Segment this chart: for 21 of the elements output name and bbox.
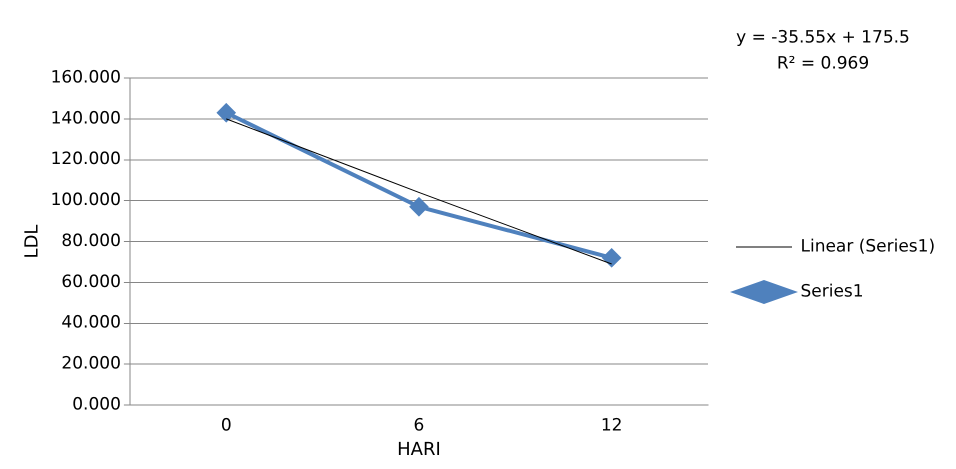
text: R² = 0.969	[776, 53, 870, 74]
y-tick-label: 120.000	[50, 149, 121, 170]
legend-label: Linear (Series1)	[800, 236, 936, 256]
point	[217, 104, 236, 122]
y-tick-label: 40.000	[61, 312, 121, 333]
y-tick-label: 20.000	[61, 354, 121, 374]
x-tick-label: 12	[600, 416, 622, 436]
x-tick-label: 0	[220, 416, 232, 436]
point	[602, 248, 621, 267]
legend-label: Series1	[800, 281, 864, 302]
y-tick-label: 0.000	[72, 394, 121, 414]
y-tick-label: 160.000	[50, 67, 121, 88]
text: y = -35.55x + 175.5	[736, 27, 910, 48]
x-tick-label: 6	[414, 416, 424, 436]
y-tick-label: 100.000	[50, 190, 121, 210]
y-axis-title: LDL	[21, 224, 42, 258]
x-axis-title: HARI	[397, 438, 441, 460]
y-tick-label: 60.000	[61, 272, 121, 292]
y-tick-label: 80.000	[61, 230, 121, 251]
point	[410, 198, 428, 216]
y-tick-label: 140.000	[50, 108, 121, 128]
